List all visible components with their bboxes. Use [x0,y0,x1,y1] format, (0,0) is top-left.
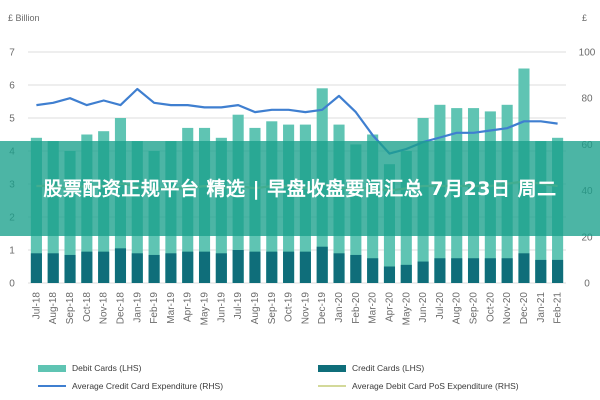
x-tick-label: Dec-20 [519,292,530,325]
left-tick-label: 7 [9,48,15,59]
bar-credit-cards [98,251,110,283]
x-tick-label: Nov-18 [99,292,110,325]
bar-credit-cards [198,251,211,283]
bar-credit-cards [266,251,278,283]
legend-item-avg-debit-pos: Average Debit Card PoS Expenditure (RHS) [318,378,519,394]
x-tick-label: Feb-21 [553,292,564,324]
legend-swatch-debit-cards [38,364,66,372]
bar-credit-cards [165,253,177,283]
left-axis-unit: £ Billion [8,13,40,23]
bar-credit-cards [417,261,429,283]
bar-credit-cards [299,251,311,283]
legend-item-avg-credit: Average Credit Card Expenditure (RHS) [38,378,223,394]
x-tick-label: May-20 [401,292,412,326]
legend-label-avg-credit: Average Credit Card Expenditure (RHS) [72,381,224,391]
x-tick-label: Sep-19 [267,292,278,325]
x-tick-label: Feb-19 [149,292,160,324]
x-tick-label: Dec-19 [317,292,328,325]
bar-credit-cards [333,253,345,283]
legend: Debit Cards (LHS) Credit Cards (LHS) Ave… [0,356,600,400]
x-tick-label: Oct-20 [485,292,496,322]
left-tick-label: 5 [9,114,15,125]
bar-credit-cards [64,254,76,283]
legend-swatch-avg-debit-pos [318,385,346,387]
x-tick-label: Jan-19 [132,292,143,323]
x-tick-label: Aug-18 [48,292,59,325]
overlay-banner: 股票配资正规平台 精选 | 早盘收盘要闻汇总 7月23日 周二 [0,141,600,236]
x-tick-label: Dec-18 [115,292,126,325]
bar-credit-cards [148,254,160,283]
left-tick-label: 6 [9,81,15,92]
left-tick-label: 0 [9,279,15,290]
right-tick-label: 20 [581,232,593,243]
bar-credit-cards [30,253,42,283]
x-tick-label: Jan-21 [536,292,547,323]
bar-credit-cards [535,259,547,283]
x-tick-label: May-19 [200,292,211,326]
legend-swatch-avg-credit [38,385,66,387]
bar-credit-cards [383,266,396,283]
x-tick-label: Jul-20 [435,292,446,320]
bar-credit-cards [400,264,412,283]
x-tick-label: Jun-20 [418,292,429,323]
x-tick-label: Oct-18 [82,292,93,322]
bar-credit-cards [47,253,59,283]
bar-credit-cards [350,254,362,283]
right-tick-label: 0 [584,279,590,290]
bar-credit-cards [467,258,480,283]
x-tick-label: Sep-20 [469,292,480,325]
bar-credit-cards [232,250,244,283]
left-tick-label: 1 [9,246,15,257]
legend-label-avg-debit-pos: Average Debit Card PoS Expenditure (RHS) [352,381,519,391]
legend-label-debit-cards: Debit Cards (LHS) [72,363,142,373]
x-tick-label: Mar-19 [166,292,177,324]
right-tick-label: 80 [581,94,593,105]
x-tick-label: Jun-19 [216,292,227,323]
legend-item-debit-cards: Debit Cards (LHS) [38,360,141,376]
bar-credit-cards [215,253,227,283]
x-tick-label: Oct-19 [284,292,295,322]
bar-credit-cards [316,246,328,283]
bar-credit-cards [249,251,261,283]
x-axis-ticks: Jul-18 Aug-18 Sep-18 Oct-18 Nov-18 Dec-18 Jan-… [31,292,563,326]
x-tick-label: Mar-20 [368,292,379,324]
right-tick-label: 100 [579,48,596,59]
bar-credit-cards [131,253,143,283]
x-tick-label: Jan-20 [334,292,345,323]
bar-credit-cards [451,258,463,283]
x-tick-label: Apr-19 [183,292,194,322]
x-tick-label: Feb-20 [351,292,362,324]
bar-credit-cards [484,258,496,283]
line-avg-credit-card-expenditure [36,87,558,155]
legend-item-credit-cards: Credit Cards (LHS) [318,360,424,376]
x-tick-label: Sep-18 [65,292,76,325]
bar-credit-cards [182,251,194,283]
x-tick-label: Jul-18 [31,292,42,320]
x-tick-label: Jul-19 [233,292,244,320]
bar-credit-cards [518,253,530,283]
right-axis-unit: £ [582,13,587,23]
legend-label-credit-cards: Credit Cards (LHS) [352,363,425,373]
bar-credit-cards [367,258,379,283]
bar-credit-cards [81,251,93,283]
x-tick-label: Aug-19 [250,292,261,325]
overlay-title: 股票配资正规平台 精选 | 早盘收盘要闻汇总 7月23日 周二 [43,177,557,200]
bar-credit-cards [283,251,295,283]
x-tick-label: Nov-19 [300,292,311,325]
legend-swatch-credit-cards [318,364,346,372]
bar-credit-cards [434,258,446,283]
bar-credit-cards [501,258,513,283]
x-tick-label: Aug-20 [452,292,463,325]
x-tick-label: Nov-20 [502,292,513,325]
x-tick-label: Apr-20 [384,292,395,322]
bar-credit-cards [114,248,127,283]
bar-credit-cards [552,259,564,283]
